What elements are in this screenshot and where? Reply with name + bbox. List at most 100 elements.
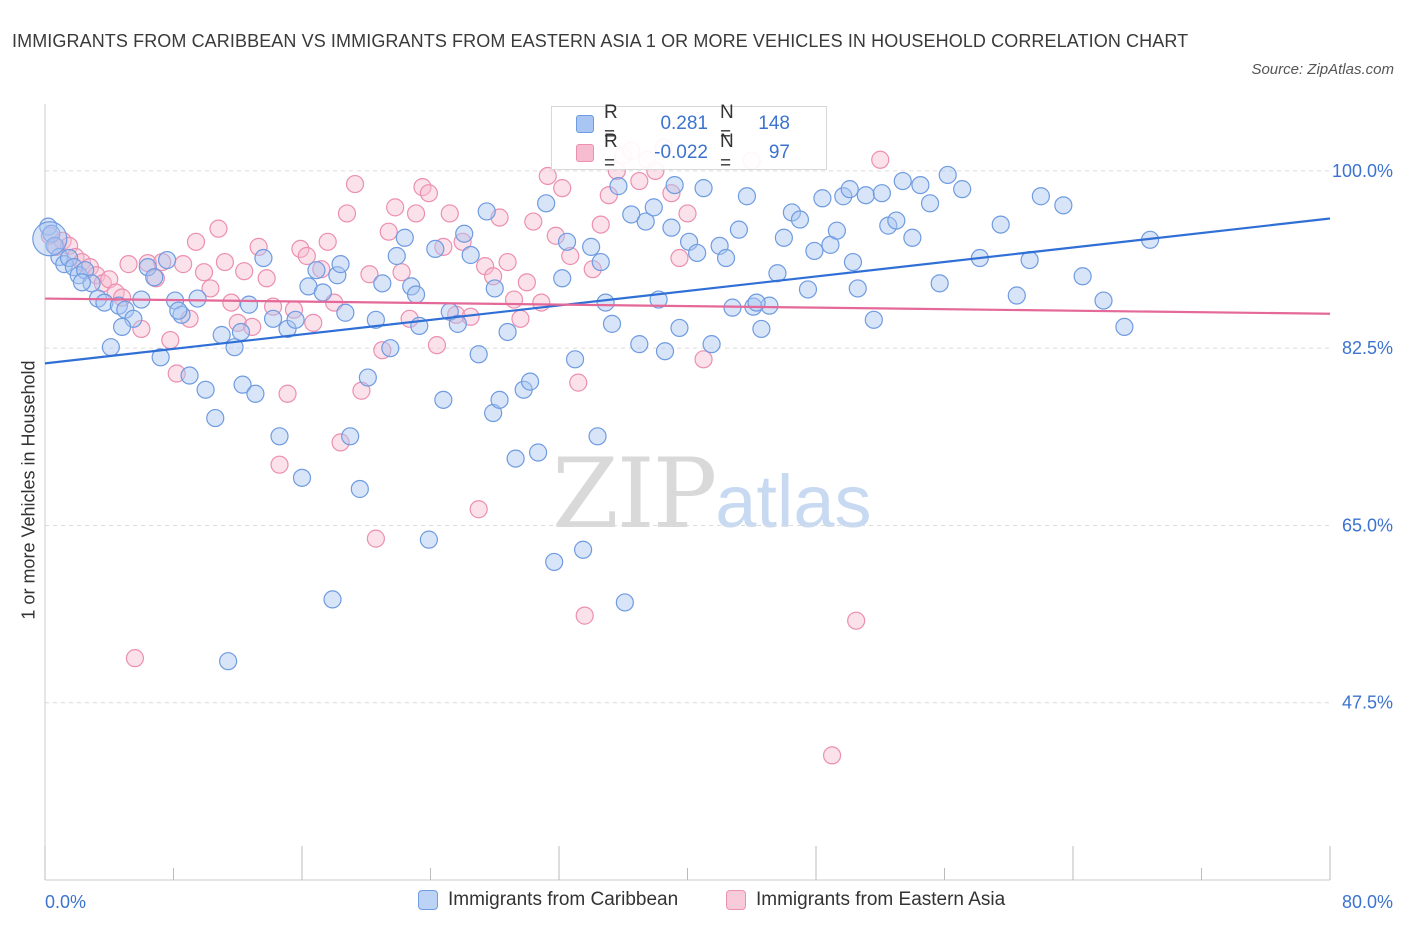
caribbean-point	[138, 258, 157, 277]
caribbean-point	[813, 189, 832, 208]
eastern-asia-point	[337, 204, 357, 223]
caribbean-point	[747, 293, 766, 312]
caribbean-point	[798, 280, 818, 299]
stats-legend: R = 0.281 N = 148 R = -0.022 N = 97	[551, 102, 827, 174]
eastern-asia-point	[318, 232, 337, 251]
watermark: ZIPatlas	[552, 438, 872, 550]
caribbean-point	[112, 317, 132, 337]
watermark-zip: ZIP	[552, 438, 717, 550]
eastern-asia-point	[469, 500, 488, 519]
caribbean-point	[752, 319, 771, 339]
caribbean-point	[665, 175, 684, 195]
caribbean-point	[729, 220, 749, 239]
legend-item-caribbean[interactable]: Immigrants from Caribbean	[418, 889, 678, 911]
caribbean-point	[774, 228, 793, 247]
eastern-asia-swatch	[576, 144, 594, 162]
caribbean-point	[591, 252, 610, 272]
caribbean-point	[588, 427, 607, 446]
y-tick-label: 47.5%	[1342, 693, 1393, 713]
caribbean-legend-swatch	[418, 890, 438, 910]
eastern-asia-point	[511, 309, 530, 328]
y-axis-label: 1 or more Vehicles in Household	[18, 360, 39, 620]
caribbean-point	[212, 325, 231, 345]
eastern-asia-point	[297, 246, 316, 266]
caribbean-point	[59, 248, 79, 268]
caribbean-point	[848, 279, 867, 298]
n-label: N =	[720, 102, 734, 145]
caribbean-point	[292, 468, 312, 487]
eastern-asia-point	[546, 226, 565, 245]
eastern-asia-point	[386, 198, 405, 217]
eastern-asia-point	[304, 313, 323, 332]
caribbean-point	[313, 283, 332, 302]
eastern-asia-point	[678, 204, 697, 223]
caribbean-point	[358, 368, 377, 387]
eastern-asia-point	[379, 222, 398, 241]
caribbean-point	[529, 443, 548, 462]
caribbean-point	[323, 590, 342, 609]
eastern-asia-point	[215, 252, 234, 272]
caribbean-point	[336, 303, 355, 322]
caribbean-point	[702, 335, 721, 354]
eastern-asia-point	[871, 150, 890, 169]
caribbean-point	[387, 246, 406, 266]
eastern-asia-point	[291, 239, 310, 259]
caribbean-point	[331, 255, 350, 274]
caribbean-point	[655, 342, 675, 361]
eastern-asia-point	[201, 279, 220, 298]
legend-item-eastern-asia[interactable]: Immigrants from Eastern Asia	[726, 889, 1005, 911]
caribbean-point	[381, 339, 400, 358]
caribbean-point	[145, 268, 164, 287]
eastern-asia-point	[331, 433, 350, 452]
eastern-asia-point	[599, 186, 618, 205]
eastern-asia-point	[406, 204, 426, 223]
caribbean-point	[485, 279, 504, 298]
caribbean-point	[328, 266, 347, 285]
caribbean-point	[461, 245, 480, 265]
caribbean-point	[45, 236, 64, 255]
caribbean-point	[434, 390, 453, 409]
caribbean-point	[477, 202, 496, 221]
caribbean-point	[263, 309, 283, 328]
caribbean-point	[1115, 317, 1134, 337]
legend-label-eastern-asia: Immigrants from Eastern Asia	[756, 889, 1006, 910]
eastern-asia-point	[186, 232, 206, 251]
caribbean-point	[254, 248, 273, 268]
caribbean-point	[636, 212, 655, 231]
chart-source: Source: ZipAtlas.com	[1251, 61, 1394, 78]
caribbean-point	[1007, 286, 1026, 305]
caribbean-point	[582, 237, 601, 256]
caribbean-point	[231, 322, 251, 342]
caribbean-point	[930, 274, 949, 293]
eastern-asia-point	[194, 263, 214, 282]
watermark-atlas: atlas	[715, 460, 872, 543]
stats-legend-row-caribbean: R = 0.281 N = 148	[576, 102, 790, 145]
n-label: N =	[720, 131, 734, 174]
caribbean-point	[455, 224, 474, 243]
eastern-asia-point	[517, 273, 536, 292]
caribbean-point	[872, 184, 891, 203]
eastern-asia-point	[161, 330, 180, 350]
caribbean-point	[206, 408, 225, 428]
eastern-asia-point	[270, 455, 289, 474]
eastern-asia-point	[419, 184, 438, 203]
caribbean-point	[545, 552, 564, 572]
caribbean-point	[903, 228, 922, 247]
eastern-asia-point	[440, 204, 459, 223]
caribbean-point	[630, 335, 649, 354]
caribbean-point	[151, 348, 170, 367]
caribbean-point	[246, 384, 265, 403]
caribbean-point	[72, 273, 92, 292]
caribbean-point	[307, 261, 326, 280]
caribbean-point	[341, 427, 360, 446]
caribbean-point	[670, 318, 689, 338]
caribbean-point	[893, 171, 912, 191]
eastern-asia-point	[278, 384, 297, 403]
caribbean-point	[82, 274, 101, 293]
eastern-asia-point	[209, 219, 228, 238]
caribbean-point	[219, 652, 238, 671]
caribbean-point	[840, 180, 859, 199]
eastern-asia-point	[257, 269, 276, 288]
x-tick-label: 0.0%	[45, 892, 86, 912]
eastern-asia-point	[591, 215, 610, 234]
